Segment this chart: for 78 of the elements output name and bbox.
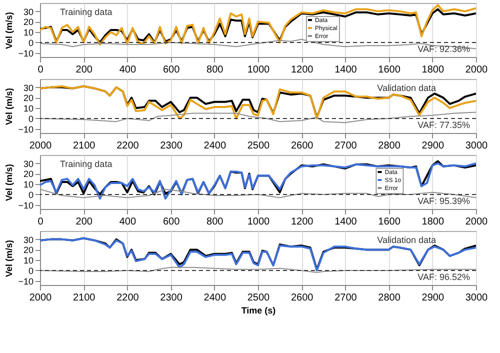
x-tick-label: 2400	[204, 140, 226, 152]
x-tick-label: 1000	[247, 64, 270, 76]
x-tick-label: 200	[76, 216, 93, 228]
annotation: VAF: 95.39%	[418, 196, 470, 206]
y-tick-label: 0	[28, 38, 34, 48]
y-axis-title: Vel (m/s)	[4, 240, 14, 278]
y-tick-label: 0	[28, 114, 34, 124]
line-series	[40, 112, 476, 124]
x-tick-label: 2600	[290, 292, 314, 304]
y-tick-label: 20	[23, 169, 34, 180]
y-tick-label: 0	[28, 190, 34, 200]
y-tick-label: 10	[23, 180, 34, 190]
x-tick-label: 2900	[422, 292, 444, 304]
y-tick-label: 10	[23, 28, 34, 38]
x-tick-label: 200	[76, 64, 93, 76]
annotation: Validation data	[377, 83, 436, 93]
x-tick-label: 1800	[422, 216, 444, 228]
y-tick-label: 0	[28, 266, 34, 276]
x-tick-label: 2000	[465, 216, 488, 228]
x-tick-label: 2400	[204, 292, 226, 304]
x-tick-label: 600	[162, 216, 180, 228]
y-tick-label: −10	[18, 276, 34, 286]
x-tick-label: 1800	[422, 64, 444, 76]
x-tick-label: 2000	[465, 64, 488, 76]
x-tick-label: 2300	[160, 292, 183, 304]
x-tick-label: 2000	[29, 292, 52, 304]
x-tick-label: 2700	[334, 140, 358, 152]
x-tick-label: 0	[38, 64, 44, 76]
x-tick-label: 2200	[116, 292, 140, 304]
annotation: VAF: 92.36%	[418, 44, 470, 54]
y-tick-label: 30	[23, 6, 34, 17]
x-tick-label: 2700	[334, 292, 358, 304]
y-tick-label: 20	[23, 245, 34, 256]
annotation: Training data	[60, 7, 112, 17]
y-tick-label: 20	[23, 93, 34, 104]
x-tick-label: 1400	[334, 64, 358, 76]
y-tick-label: 30	[23, 82, 34, 93]
x-tick-label: 2600	[290, 140, 314, 152]
y-axis-title: Vel (m/s)	[4, 88, 14, 126]
x-tick-label: 400	[119, 216, 136, 228]
x-tick-label: 2500	[247, 292, 270, 304]
x-tick-label: 2900	[422, 140, 444, 152]
annotation: VAF: 77.35%	[418, 120, 470, 130]
x-tick-label: 2300	[160, 140, 183, 152]
x-tick-label: 3000	[465, 292, 488, 304]
x-tick-label: 800	[206, 64, 224, 76]
x-tick-label: 2100	[72, 292, 96, 304]
y-tick-label: −10	[18, 200, 34, 210]
x-tick-label: 3000	[465, 140, 488, 152]
y-tick-label: −10	[18, 48, 34, 58]
annotation: Training data	[60, 159, 112, 169]
annotation: VAF: 96.52%	[418, 272, 470, 282]
x-tick-label: 2200	[116, 140, 140, 152]
y-tick-label: 10	[23, 104, 34, 114]
x-tick-label: 1200	[290, 64, 314, 76]
x-tick-label: 600	[162, 64, 180, 76]
y-tick-label: 10	[23, 256, 34, 266]
annotation: Validation data	[377, 235, 436, 245]
x-tick-label: 2100	[72, 140, 96, 152]
y-axis-title: Vel (m/s)	[4, 164, 14, 202]
x-tick-label: 2800	[378, 292, 401, 304]
x-tick-label: 2000	[29, 140, 52, 152]
y-tick-label: 30	[23, 234, 34, 245]
x-tick-label: 1200	[290, 216, 314, 228]
y-tick-label: 20	[23, 17, 34, 28]
x-tick-label: 0	[38, 216, 44, 228]
x-axis-title: Time (s)	[241, 306, 276, 316]
x-tick-label: 2800	[378, 140, 401, 152]
x-tick-label: 2500	[247, 140, 270, 152]
y-tick-label: −10	[18, 124, 34, 134]
x-tick-label: 1000	[247, 216, 270, 228]
x-tick-label: 1600	[378, 216, 401, 228]
x-tick-label: 400	[119, 64, 136, 76]
y-axis-title: Vel (m/s)	[4, 12, 14, 50]
x-tick-label: 1400	[334, 216, 358, 228]
y-tick-label: 30	[23, 158, 34, 169]
x-tick-label: 800	[206, 216, 224, 228]
x-tick-label: 1600	[378, 64, 401, 76]
